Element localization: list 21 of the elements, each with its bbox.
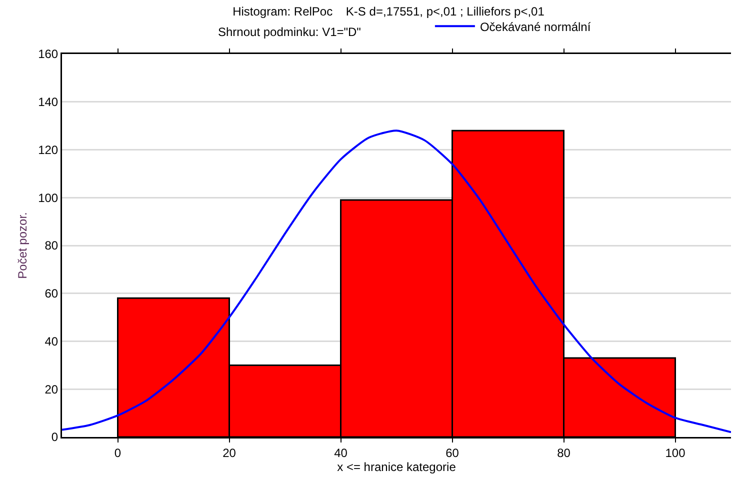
y-tick-label: 0: [51, 430, 58, 444]
x-tick-label: 0: [114, 446, 122, 460]
x-tick-label: 40: [334, 446, 348, 460]
y-tick-label: 80: [44, 238, 58, 253]
y-tick-label: 20: [44, 382, 58, 396]
y-tick-label: 160: [38, 47, 58, 62]
chart-title: Histogram: RelPoc K-S d=,17551, p<,01 ; Lilliefors p<,01: [232, 4, 545, 19]
y-tick-label: 60: [44, 286, 58, 301]
x-axis-title: x <= hranice kategorie: [337, 460, 456, 474]
y-tick-label: 120: [38, 142, 58, 157]
x-tick-label: 60: [446, 446, 460, 460]
y-tick-label: 40: [44, 334, 58, 348]
legend-label: Očekávané normální: [480, 20, 592, 34]
x-tick-label: 20: [222, 446, 236, 460]
line-series: [62, 130, 731, 434]
x-tick-label: 100: [665, 446, 686, 460]
x-tick-label: 80: [557, 446, 571, 460]
y-tick-label: 100: [38, 190, 58, 205]
y-tick-label: 140: [38, 95, 58, 110]
chart-subtitle: Shrnout podminku: V1="D": [218, 25, 361, 39]
y-axis-title: Počet pozor.: [16, 212, 30, 279]
